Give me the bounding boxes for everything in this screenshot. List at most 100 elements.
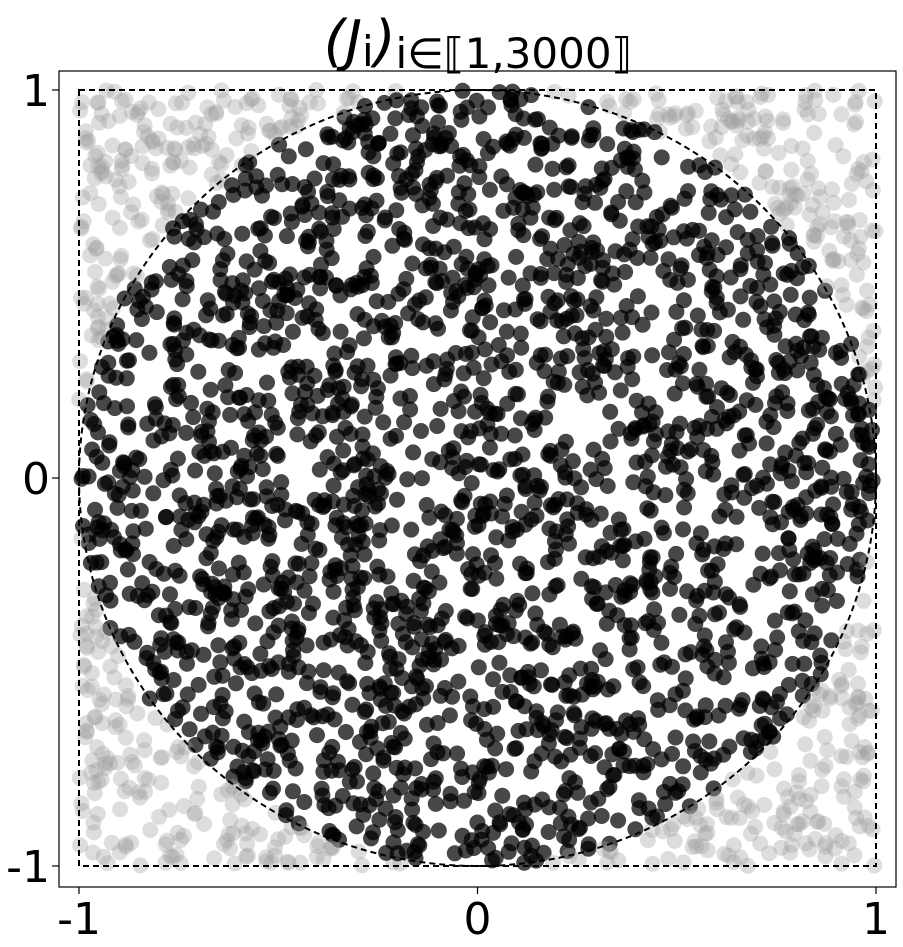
x-tick-label-1: 1 xyxy=(862,894,890,943)
point-outside xyxy=(98,82,115,99)
point-outside xyxy=(822,688,839,705)
point-outside xyxy=(856,809,873,826)
point-inside xyxy=(816,531,833,548)
point-inside xyxy=(819,582,836,598)
point-inside xyxy=(354,438,371,455)
point-inside xyxy=(290,366,307,383)
point-inside xyxy=(507,361,524,378)
point-inside xyxy=(546,265,563,282)
point-inside xyxy=(214,710,231,727)
point-inside xyxy=(233,282,250,299)
point-inside xyxy=(337,724,354,740)
point-outside xyxy=(208,105,225,122)
point-inside xyxy=(794,672,811,689)
point-inside xyxy=(480,840,497,856)
point-inside xyxy=(855,434,872,451)
point-inside xyxy=(356,408,373,425)
point-outside xyxy=(654,823,671,840)
point-inside xyxy=(234,225,251,242)
point-outside xyxy=(786,199,803,216)
point-outside xyxy=(667,105,684,122)
point-outside xyxy=(181,159,198,176)
point-inside xyxy=(528,354,545,371)
point-inside xyxy=(383,329,400,346)
point-inside xyxy=(191,444,208,460)
point-outside xyxy=(189,791,206,807)
point-outside xyxy=(78,715,95,732)
point-inside xyxy=(496,496,513,512)
point-inside xyxy=(86,416,103,432)
point-outside xyxy=(155,186,172,202)
point-inside xyxy=(694,338,711,354)
point-outside xyxy=(83,764,100,781)
point-inside xyxy=(578,506,595,523)
point-outside xyxy=(78,639,95,656)
point-outside xyxy=(113,93,130,109)
point-inside xyxy=(427,795,444,812)
point-inside xyxy=(645,741,662,758)
point-inside xyxy=(183,394,199,411)
point-outside xyxy=(745,130,762,147)
point-inside xyxy=(396,414,413,431)
point-outside xyxy=(796,101,813,118)
point-inside xyxy=(353,502,370,519)
point-inside xyxy=(850,366,867,383)
point-outside xyxy=(77,729,94,746)
point-outside xyxy=(835,788,852,805)
point-inside xyxy=(322,563,339,580)
point-outside xyxy=(144,132,161,149)
point-inside xyxy=(701,261,718,278)
point-inside xyxy=(247,404,263,421)
point-outside xyxy=(814,702,831,719)
point-outside xyxy=(93,165,110,182)
point-outside xyxy=(850,689,867,706)
point-inside xyxy=(568,307,585,324)
point-inside xyxy=(691,222,707,239)
point-outside xyxy=(801,206,818,223)
point-inside xyxy=(202,381,219,398)
point-outside xyxy=(175,828,192,844)
point-outside xyxy=(75,295,92,312)
point-inside xyxy=(625,661,642,678)
point-outside xyxy=(661,109,678,126)
point-outside xyxy=(846,847,863,864)
point-inside xyxy=(851,395,868,412)
point-inside xyxy=(630,218,647,235)
point-outside xyxy=(730,110,747,127)
point-inside xyxy=(642,249,659,266)
point-inside xyxy=(349,773,365,790)
point-inside xyxy=(374,715,391,732)
point-outside xyxy=(215,836,232,853)
point-inside xyxy=(825,496,842,513)
point-inside xyxy=(134,575,151,592)
point-inside xyxy=(735,311,752,328)
point-outside xyxy=(679,811,696,828)
point-outside xyxy=(849,710,866,727)
point-inside xyxy=(312,268,329,285)
point-inside xyxy=(421,642,437,659)
point-outside xyxy=(708,794,725,811)
point-inside xyxy=(795,632,812,649)
point-inside xyxy=(467,403,484,420)
point-inside xyxy=(319,183,336,200)
point-inside xyxy=(297,141,314,158)
point-inside xyxy=(283,732,300,749)
point-outside xyxy=(752,89,769,105)
point-inside xyxy=(174,291,191,308)
point-outside xyxy=(599,93,616,110)
point-inside xyxy=(373,632,390,649)
point-inside xyxy=(368,594,385,610)
point-inside xyxy=(94,454,111,471)
point-outside xyxy=(718,93,735,110)
point-inside xyxy=(678,471,695,488)
point-inside xyxy=(480,99,496,116)
y-tick-label-0: 0 xyxy=(22,454,50,505)
point-inside xyxy=(313,256,329,273)
point-outside xyxy=(684,119,701,136)
point-inside xyxy=(533,478,549,495)
point-inside xyxy=(702,755,719,772)
point-inside xyxy=(797,612,814,629)
point-inside xyxy=(370,495,387,512)
point-inside xyxy=(621,630,638,647)
point-inside xyxy=(660,423,677,440)
